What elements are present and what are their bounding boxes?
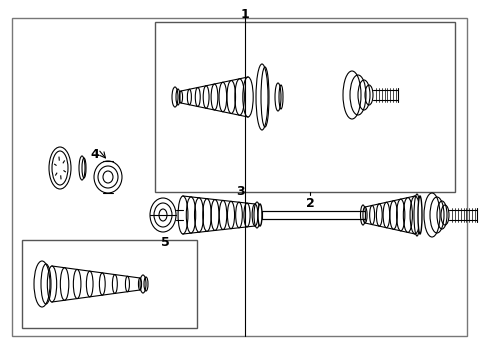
- Text: 4: 4: [91, 148, 99, 161]
- Ellipse shape: [258, 204, 262, 226]
- Bar: [155, 22, 455, 192]
- Bar: [12, 18, 467, 336]
- Bar: [22, 240, 197, 328]
- Text: 3: 3: [236, 185, 245, 198]
- Text: 5: 5: [161, 236, 170, 249]
- Ellipse shape: [418, 196, 422, 234]
- Bar: [262, 211, 365, 219]
- Text: 2: 2: [306, 197, 315, 210]
- Text: 1: 1: [241, 8, 249, 21]
